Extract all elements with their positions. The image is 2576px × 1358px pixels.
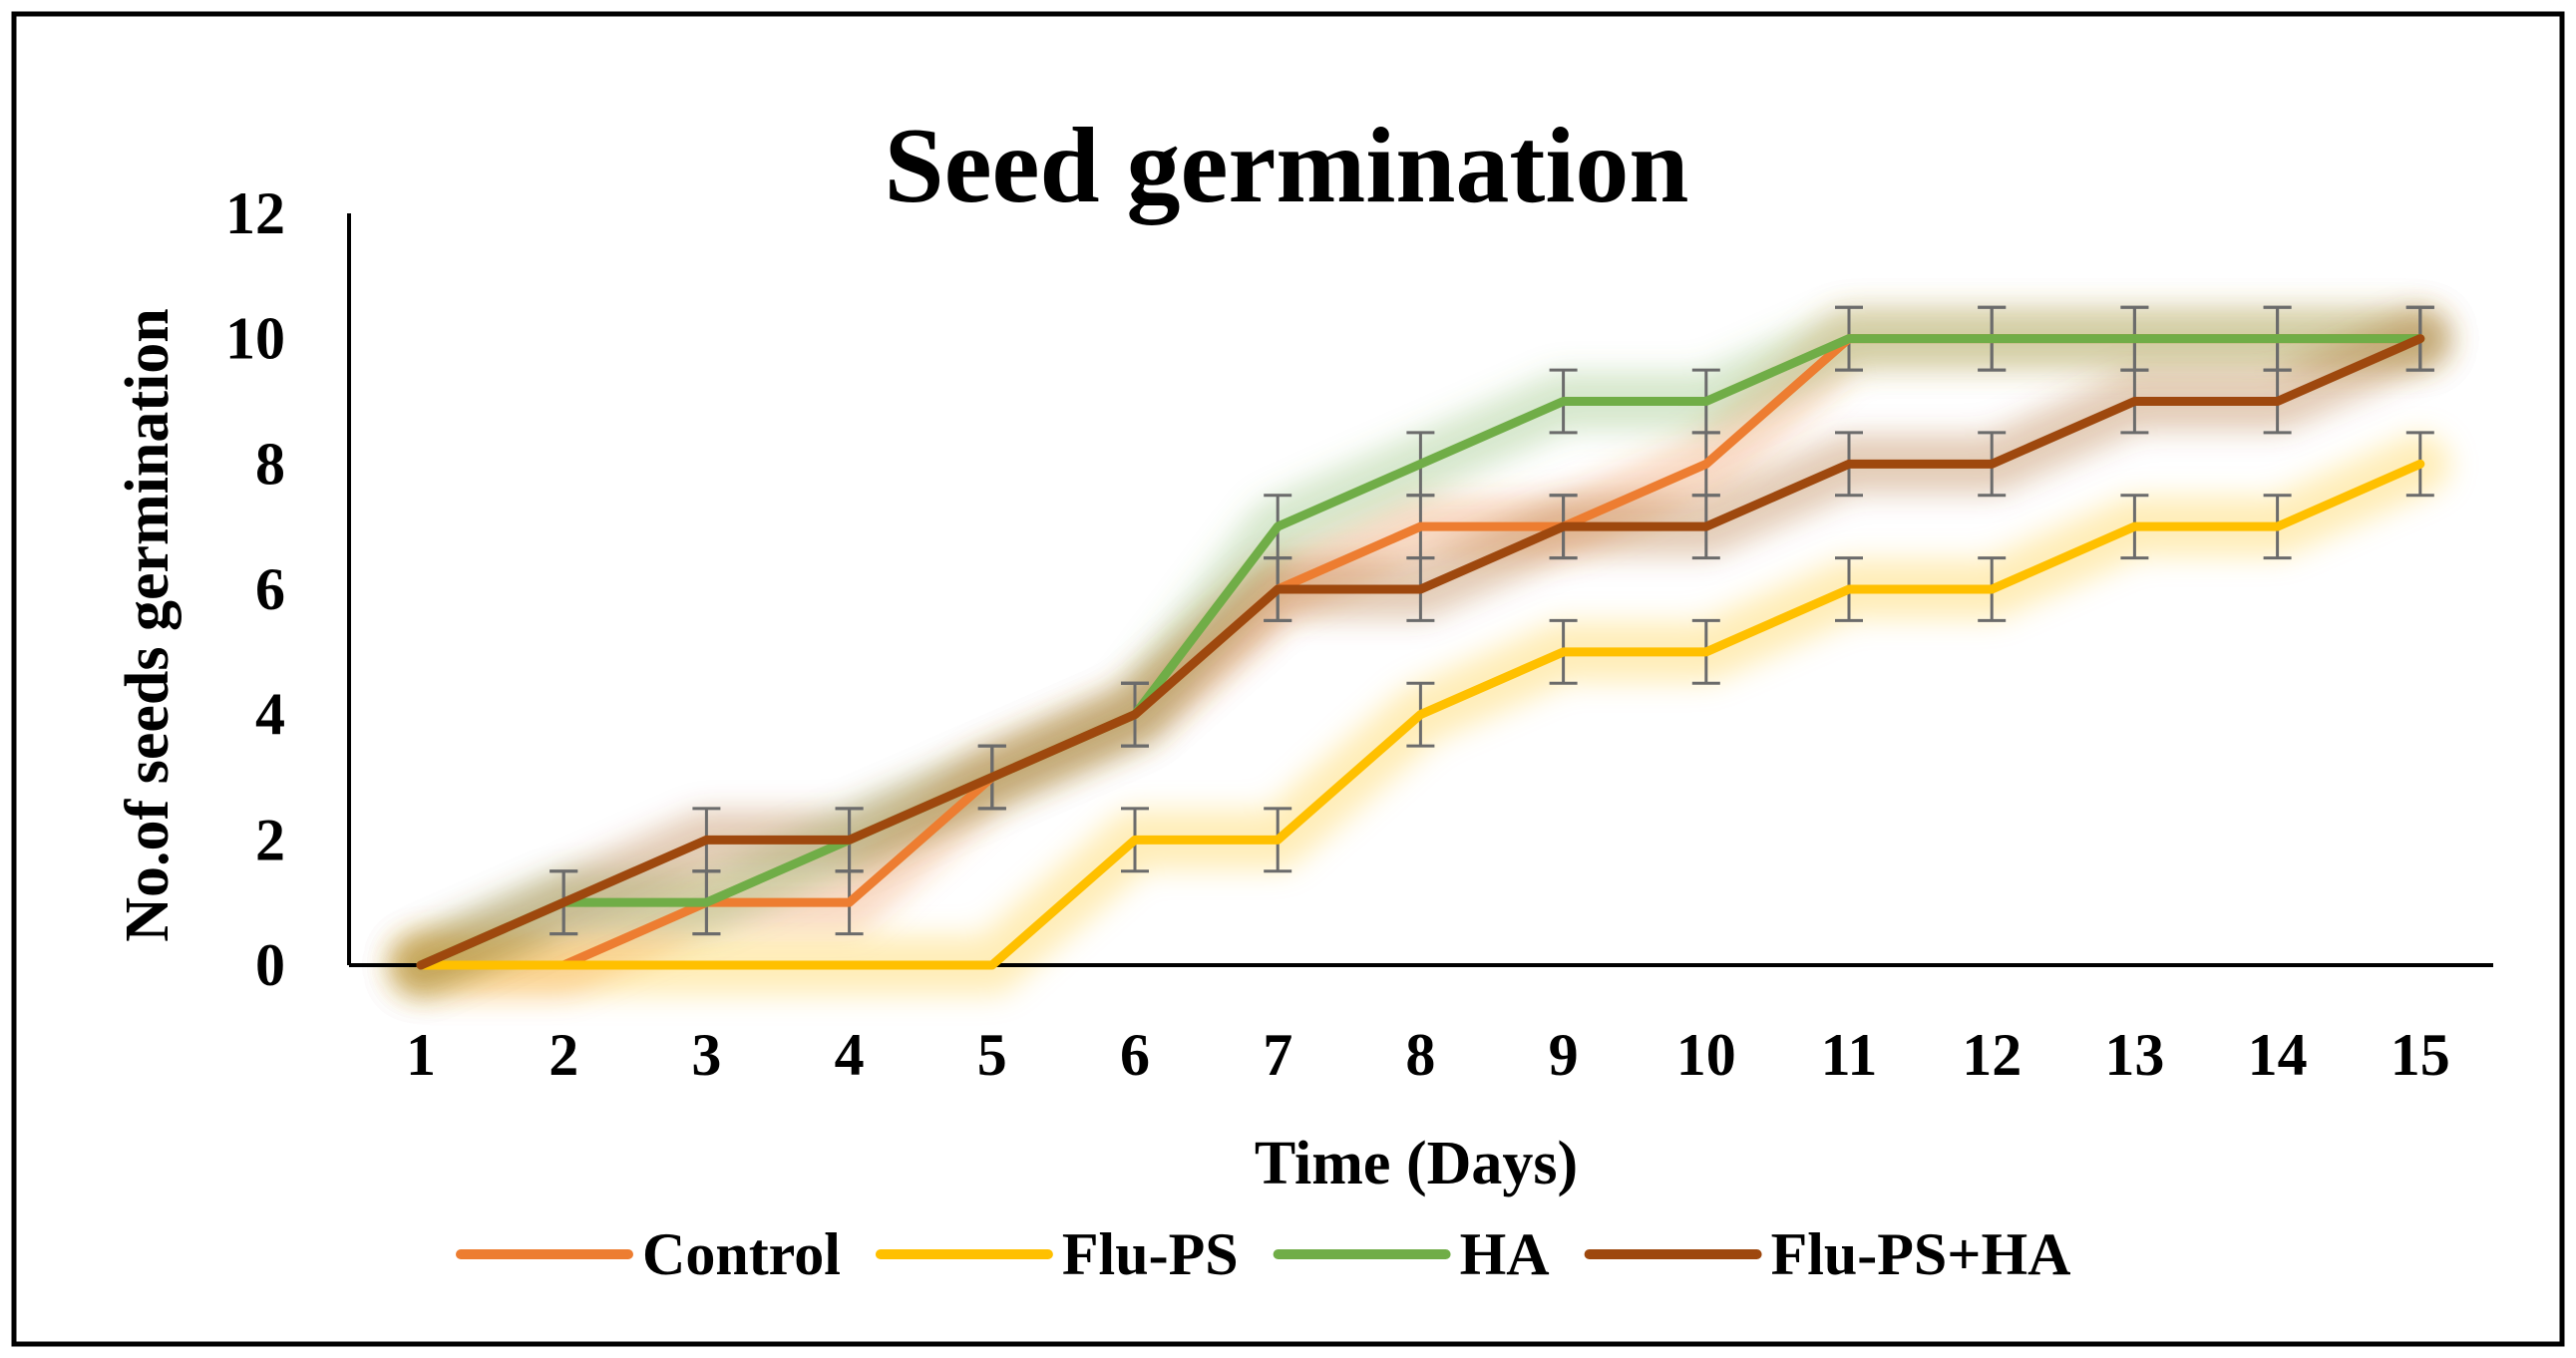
legend-label: HA [1460,1221,1550,1287]
legend-label: Control [642,1221,841,1287]
x-tick-label: 12 [1962,1022,2022,1088]
x-tick-label: 14 [2248,1022,2308,1088]
x-tick-label: 3 [691,1022,721,1088]
x-tick-label: 2 [549,1022,578,1088]
series-line [416,334,2425,970]
x-tick-label: 1 [406,1022,436,1088]
chart-title: Seed germination [885,107,1689,225]
x-tick-label: 4 [835,1022,865,1088]
x-tick-label: 7 [1263,1022,1292,1088]
x-tick-label: 10 [1676,1022,1736,1088]
y-tick-label: 4 [255,682,285,748]
series-line [416,459,2425,970]
legend-item: Control [456,1221,841,1287]
chart-frame [11,11,2565,1347]
y-tick-label: 6 [255,556,285,622]
x-tick-label: 15 [2391,1022,2450,1088]
legend-item: Flu-PS+HA [1584,1221,2071,1287]
legend-item: Flu-PS [875,1221,1239,1287]
legend: Control Flu-PS HA Flu-PS+HA [456,1221,2071,1287]
series-lines [416,334,2425,970]
x-tick-label: 11 [1821,1022,1878,1088]
y-tick-labels: 0 2 4 6 8 10 12 [225,180,285,998]
x-tick-label: 13 [2104,1022,2164,1088]
x-tick-label: 9 [1549,1022,1579,1088]
legend-label: Flu-PS [1062,1221,1239,1287]
legend-item: HA [1273,1221,1550,1287]
x-tick-label: 5 [977,1022,1007,1088]
y-tick-label: 12 [225,180,285,246]
y-axis-label: No.of seeds germination [114,308,182,941]
x-tick-label: 8 [1405,1022,1435,1088]
y-tick-label: 8 [255,431,285,497]
y-tick-label: 10 [225,306,285,372]
x-tick-label: 6 [1120,1022,1150,1088]
series-line [416,334,2425,970]
x-axis-label: Time (Days) [1255,1130,1578,1197]
y-tick-label: 2 [255,807,285,872]
legend-label: Flu-PS+HA [1771,1221,2071,1287]
x-tick-labels: 1 2 3 4 5 6 7 8 9 10 11 12 13 14 15 [406,1022,2450,1088]
y-tick-label: 0 [255,932,285,998]
